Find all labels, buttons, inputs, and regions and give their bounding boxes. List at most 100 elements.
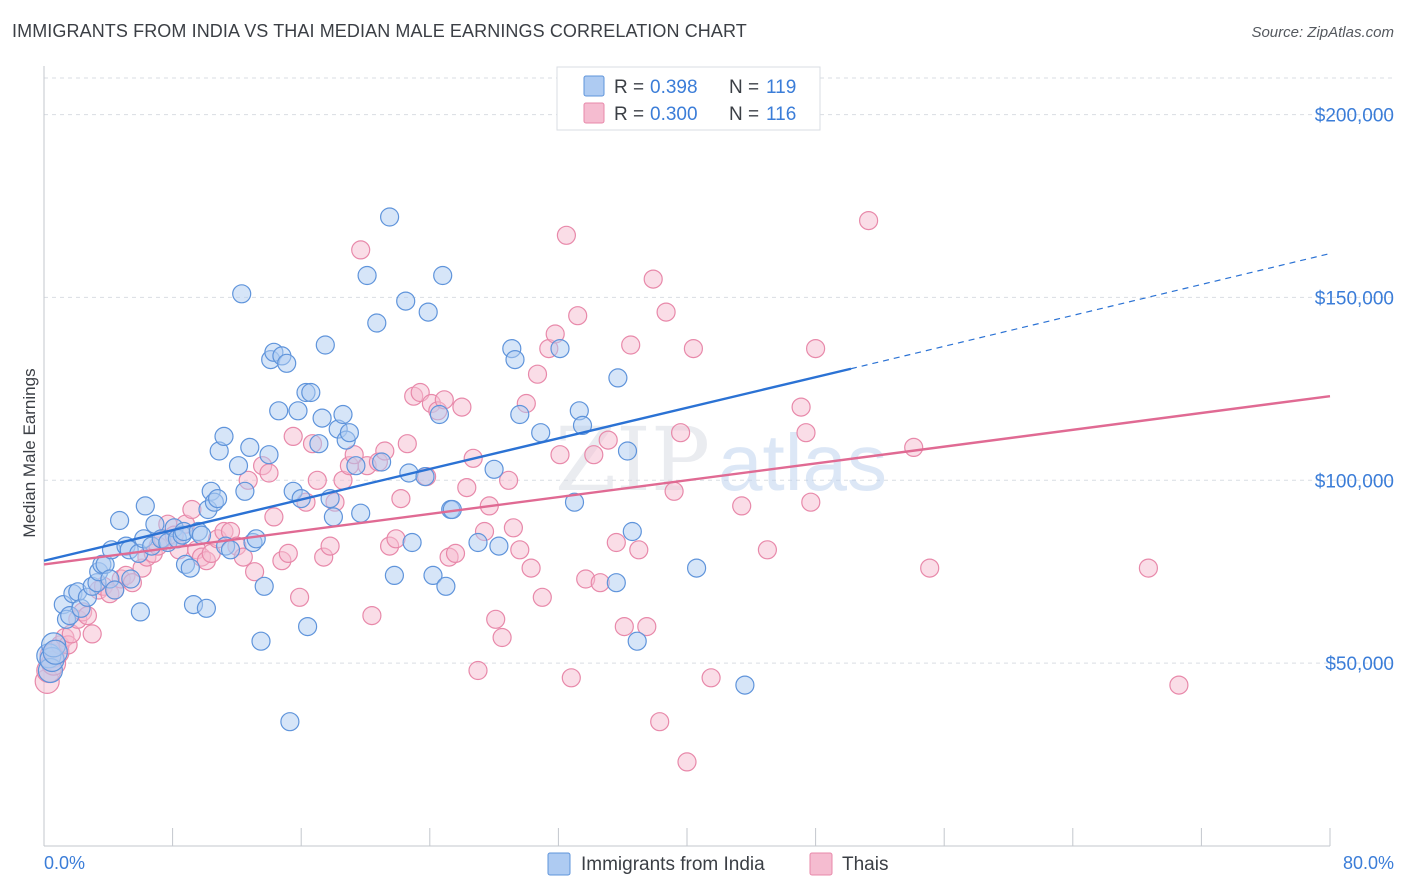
thai-point-110 bbox=[683, 339, 704, 359]
india-point-53 bbox=[240, 437, 260, 457]
thai-point-115 bbox=[796, 423, 816, 443]
thai-point-104 bbox=[643, 269, 663, 289]
legend-r-value-india: 0.398 bbox=[650, 77, 698, 98]
y-tick-label-1: $100,000 bbox=[1315, 471, 1394, 492]
thai-point-74 bbox=[452, 397, 472, 417]
thai-point-97 bbox=[590, 573, 610, 593]
thai-point-82 bbox=[499, 470, 519, 490]
thai-trend-line bbox=[43, 394, 1331, 566]
india-point-4 bbox=[42, 639, 68, 665]
thai-point-116 bbox=[801, 492, 821, 512]
thai-point-119 bbox=[904, 437, 924, 457]
series-legend-label-thai: Thais bbox=[842, 854, 888, 875]
india-point-83 bbox=[367, 313, 387, 333]
india-point-91 bbox=[418, 302, 438, 322]
india-point-52 bbox=[235, 481, 255, 501]
thai-point-103 bbox=[637, 616, 657, 637]
y-tick-labels: $50,000 $100,000 $150,000 $200,000 bbox=[1315, 106, 1394, 676]
india-point-77 bbox=[333, 404, 353, 425]
india-point-71 bbox=[309, 434, 329, 454]
india-point-70 bbox=[301, 382, 321, 403]
trend-lines bbox=[43, 252, 1331, 566]
series-legend: Immigrants from India Thais bbox=[547, 852, 888, 876]
india-point-66 bbox=[288, 401, 308, 421]
thai-point-65 bbox=[397, 434, 417, 454]
chart-title: IMMIGRANTS FROM INDIA VS THAI MEDIAN MAL… bbox=[12, 21, 747, 41]
thai-point-113 bbox=[757, 540, 778, 560]
india-point-64 bbox=[280, 712, 300, 732]
india-point-115 bbox=[735, 675, 755, 695]
india-point-109 bbox=[606, 573, 626, 593]
thai-point-73 bbox=[445, 543, 466, 564]
india-point-99 bbox=[484, 459, 504, 479]
india-point-79 bbox=[339, 423, 359, 443]
india-point-105 bbox=[550, 339, 570, 359]
india-point-84 bbox=[372, 452, 392, 472]
thai-point-45 bbox=[278, 543, 298, 564]
india-point-55 bbox=[246, 529, 266, 549]
thai-point-52 bbox=[320, 536, 340, 556]
thai-point-57 bbox=[351, 240, 371, 260]
thai-point-94 bbox=[568, 306, 588, 326]
india-point-75 bbox=[323, 507, 343, 527]
thai-point-120 bbox=[920, 558, 940, 578]
india-point-61 bbox=[269, 401, 289, 421]
india-point-100 bbox=[489, 536, 509, 556]
india-point-104 bbox=[531, 423, 551, 443]
axes bbox=[43, 66, 1331, 847]
india-point-92 bbox=[423, 565, 443, 586]
india-point-110 bbox=[608, 368, 628, 388]
thai-point-91 bbox=[550, 445, 570, 465]
legend-n-value-india: 119 bbox=[766, 77, 796, 98]
thai-point-46 bbox=[283, 426, 303, 446]
india-point-103 bbox=[510, 404, 530, 425]
thai-point-98 bbox=[598, 430, 618, 450]
thai-point-42 bbox=[259, 463, 279, 483]
thai-point-107 bbox=[664, 481, 684, 501]
india-point-73 bbox=[315, 335, 335, 355]
y-axis-title: Median Male Earnings bbox=[20, 368, 39, 537]
india-point-49 bbox=[220, 540, 241, 560]
india-point-51 bbox=[232, 284, 252, 304]
india-point-39 bbox=[191, 525, 212, 545]
thai-point-84 bbox=[510, 540, 530, 560]
india-point-102 bbox=[505, 350, 525, 370]
thai-point-12 bbox=[82, 624, 102, 644]
india-point-47 bbox=[214, 426, 234, 446]
thai-point-43 bbox=[264, 507, 284, 527]
india-point-82 bbox=[357, 265, 377, 286]
india-point-95 bbox=[436, 576, 456, 596]
india-point-25 bbox=[130, 602, 150, 622]
thai-point-108 bbox=[670, 423, 691, 443]
thai-point-99 bbox=[606, 532, 626, 553]
india-point-106 bbox=[564, 492, 585, 512]
thai-point-87 bbox=[527, 364, 548, 384]
thai-point-83 bbox=[503, 518, 524, 538]
india-point-113 bbox=[627, 631, 647, 651]
india-point-98 bbox=[468, 532, 488, 553]
india-point-112 bbox=[622, 521, 642, 542]
series-legend-swatch-india bbox=[547, 852, 571, 876]
thai-point-106 bbox=[656, 302, 676, 322]
india-point-114 bbox=[686, 558, 707, 578]
thai-point-86 bbox=[521, 558, 541, 578]
legend-r-label-thai: R = bbox=[614, 104, 644, 125]
thai-point-118 bbox=[858, 211, 879, 231]
thai-point-121 bbox=[1138, 558, 1159, 578]
y-tick-label-2: $150,000 bbox=[1315, 288, 1394, 309]
india-trend-line bbox=[43, 367, 852, 562]
india-point-86 bbox=[384, 565, 404, 586]
thai-point-114 bbox=[791, 397, 811, 417]
india-point-85 bbox=[380, 207, 400, 227]
india-point-20 bbox=[109, 510, 130, 531]
india-point-58 bbox=[259, 445, 279, 465]
thai-point-117 bbox=[805, 339, 826, 359]
thai-point-93 bbox=[561, 668, 581, 688]
india-point-19 bbox=[105, 580, 125, 600]
india-point-37 bbox=[180, 558, 200, 578]
india-point-108 bbox=[572, 415, 593, 435]
india-point-93 bbox=[429, 404, 449, 425]
india-point-81 bbox=[351, 503, 371, 523]
thai-point-50 bbox=[307, 470, 327, 490]
